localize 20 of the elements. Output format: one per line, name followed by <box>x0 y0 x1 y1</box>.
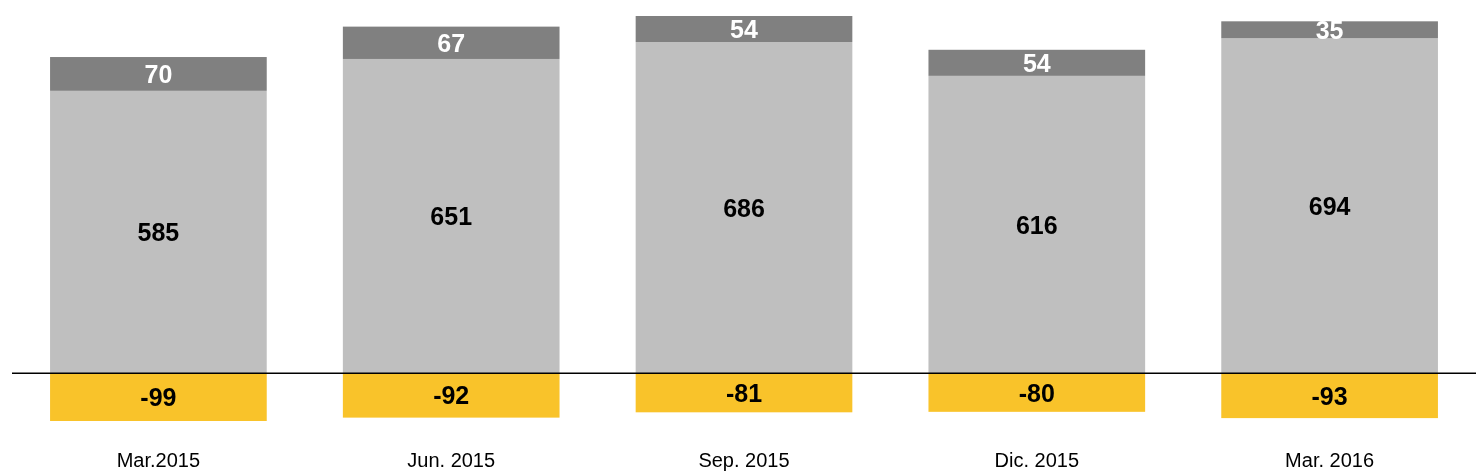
x-tick-label: Mar. 2016 <box>1285 449 1375 471</box>
data-label: -93 <box>1311 381 1348 410</box>
data-label: 67 <box>437 28 466 57</box>
data-label: 35 <box>1315 15 1344 44</box>
data-label: 54 <box>730 15 758 44</box>
data-label: 694 <box>1308 191 1351 220</box>
x-tick-label: Sep. 2015 <box>698 449 790 471</box>
data-label: 616 <box>1015 210 1058 239</box>
data-label: 54 <box>1022 48 1051 77</box>
data-label: -81 <box>725 378 763 407</box>
x-tick-label: Jun. 2015 <box>407 449 496 471</box>
data-label: -80 <box>1018 378 1055 407</box>
x-tick-label: Mar.2015 <box>116 449 201 471</box>
x-tick-label: Dic. 2015 <box>994 449 1080 471</box>
data-label: -99 <box>140 383 177 412</box>
data-label: 585 <box>137 218 180 247</box>
data-label: 651 <box>430 202 473 231</box>
data-label: 686 <box>723 193 765 222</box>
data-label: 70 <box>144 59 173 88</box>
data-label: -92 <box>433 381 470 410</box>
